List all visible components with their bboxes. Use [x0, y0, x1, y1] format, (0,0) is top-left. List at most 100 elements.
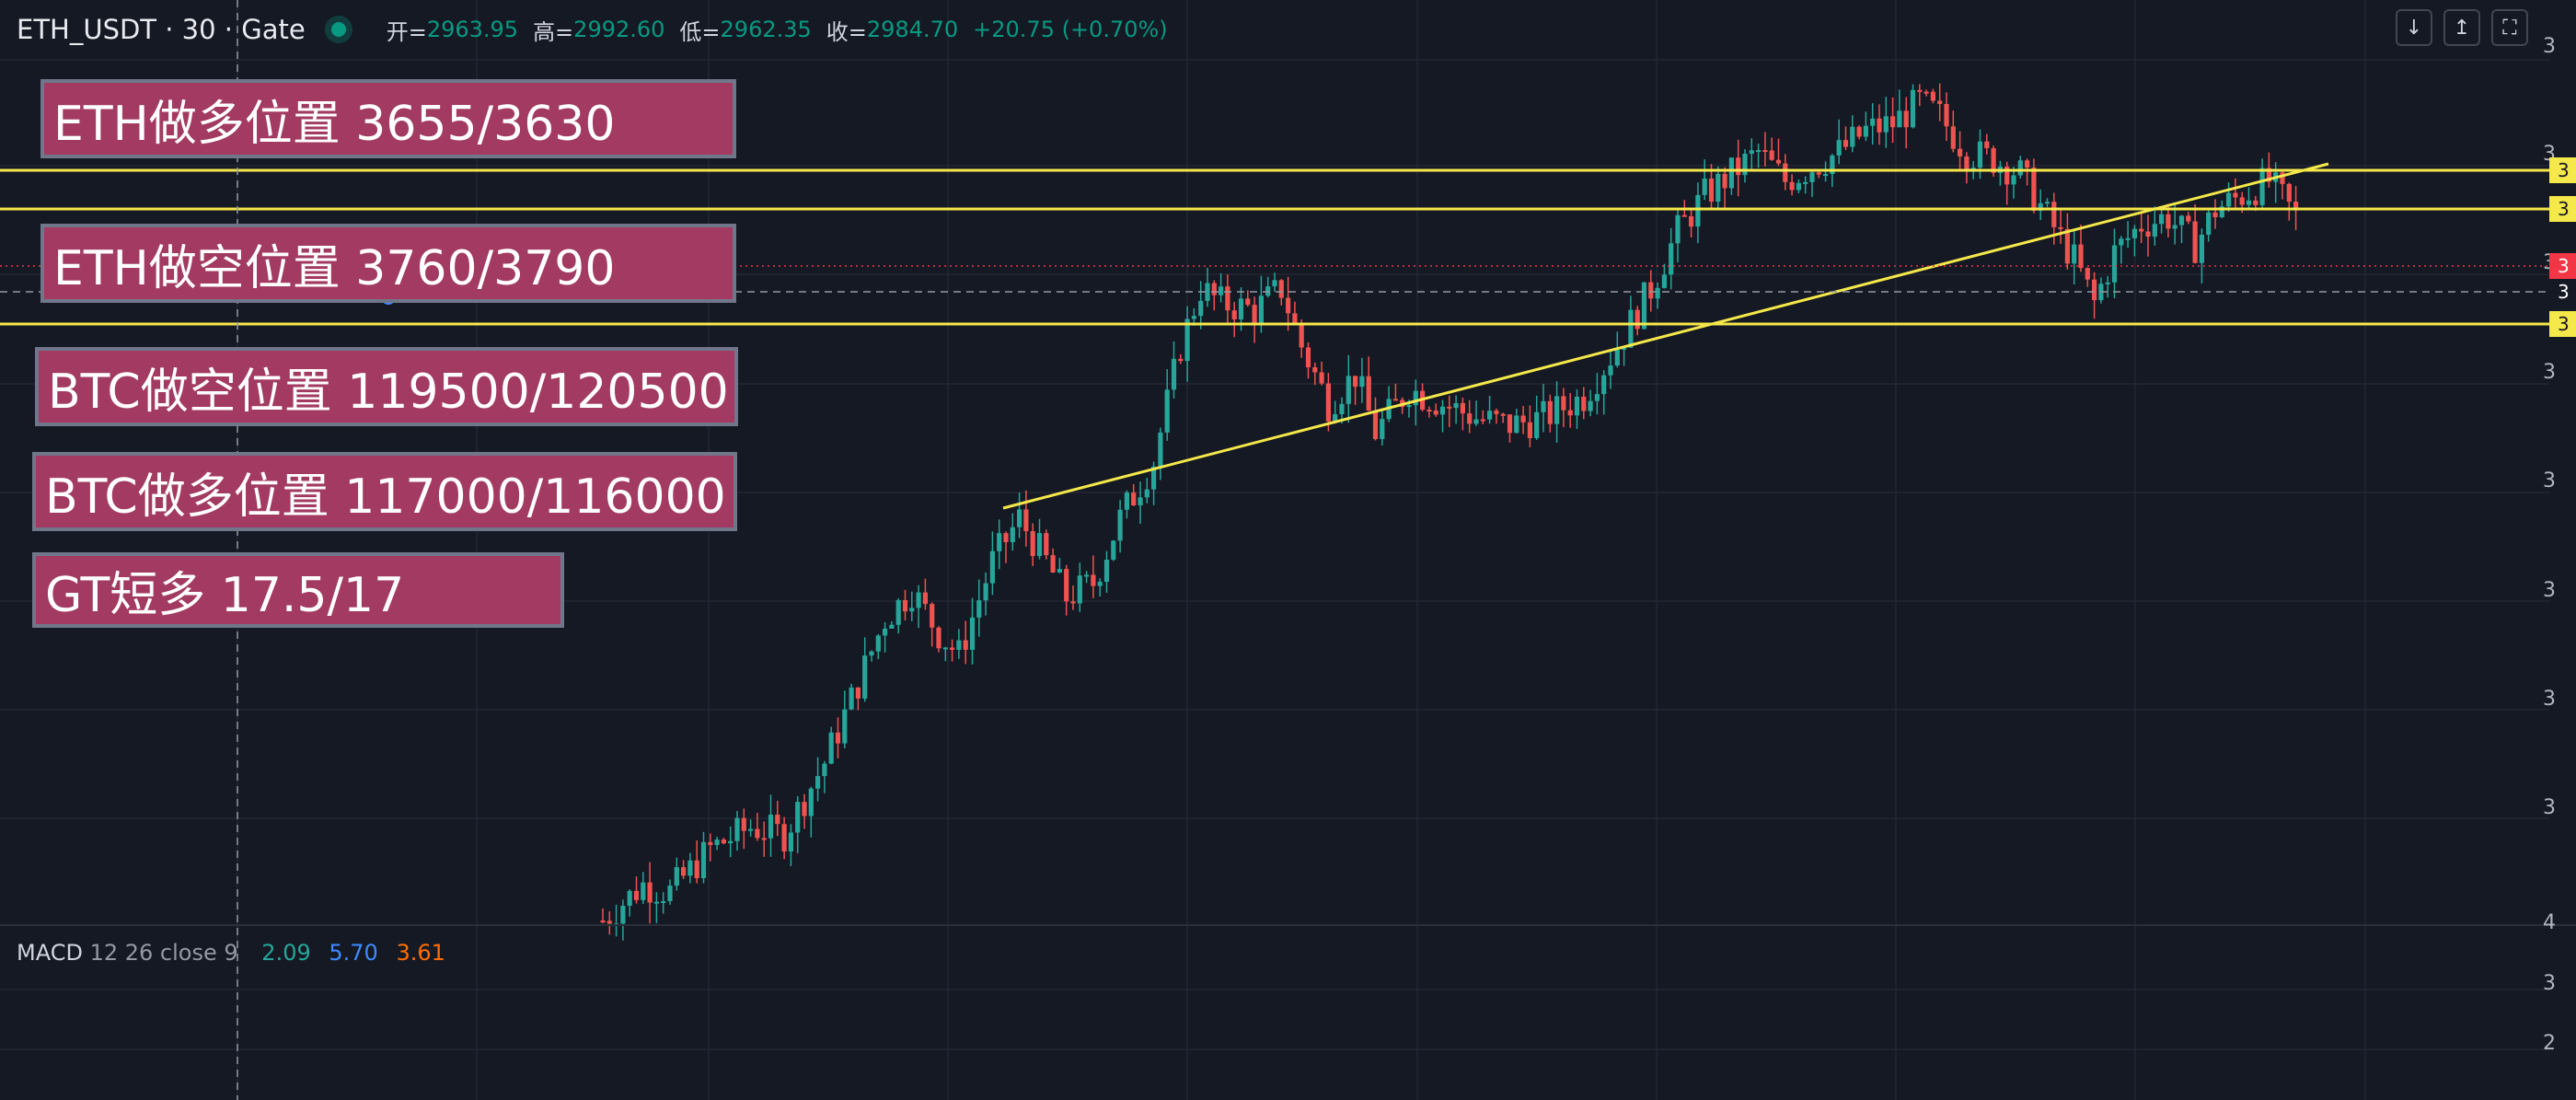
candle-body	[1581, 396, 1587, 411]
annotation-btc-long[interactable]: BTC做多位置 117000/116000	[32, 452, 737, 531]
candle-body	[1500, 413, 1506, 416]
candle-body	[681, 867, 687, 876]
annotation-btc-short[interactable]: BTC做空位置 119500/120500	[35, 347, 738, 426]
candle-body	[1541, 400, 1546, 412]
low-label: 低=	[679, 18, 721, 45]
candle-body	[1286, 297, 1291, 314]
candle-body	[942, 647, 948, 650]
candle-body	[1628, 309, 1634, 348]
candle-body	[2239, 197, 2245, 205]
candle-body	[1480, 419, 1485, 422]
candle-body	[1138, 497, 1143, 506]
candle-body	[2199, 234, 2204, 263]
candle-body	[2286, 183, 2292, 203]
open-value: 2963.95	[426, 17, 519, 42]
candle-body	[1681, 214, 1687, 217]
candle-body	[2111, 245, 2118, 283]
candle-body	[1769, 150, 1774, 160]
candle-body	[1574, 396, 1580, 416]
candle-body	[855, 687, 861, 699]
candle-body	[1023, 509, 1029, 532]
candle-body	[2105, 282, 2110, 284]
candle-body	[930, 604, 935, 628]
candle-body	[963, 640, 968, 650]
candle-body	[1010, 527, 1015, 542]
candle-body	[1728, 157, 1734, 189]
arrow-down-icon[interactable]: ↓	[2396, 9, 2432, 46]
candle-body	[1977, 141, 1983, 168]
candle-body	[1958, 148, 1963, 156]
open-label: 开=	[386, 18, 427, 45]
candle-body	[1910, 89, 1916, 128]
candle-body	[653, 901, 659, 904]
candle-body	[1164, 389, 1170, 433]
candle-body	[815, 776, 821, 789]
macd-name[interactable]: MACD	[17, 940, 83, 966]
candle-body	[1319, 372, 1324, 384]
candle-body	[2172, 225, 2177, 229]
candle-body	[1091, 574, 1096, 586]
annotation-text: BTC做空位置 119500/120500	[48, 364, 729, 420]
candle-body	[1299, 322, 1304, 348]
candle-body	[620, 905, 626, 924]
candle-body	[969, 617, 976, 650]
collapse-icon[interactable]: ↥	[2443, 9, 2480, 46]
candle-body	[976, 600, 982, 618]
candle-body	[2038, 203, 2043, 212]
candle-body	[2092, 279, 2097, 301]
fullscreen-icon[interactable]: ⛶	[2491, 9, 2528, 46]
candle-body	[922, 592, 928, 605]
candle-body	[788, 832, 793, 851]
candle-body	[728, 840, 734, 844]
candle-body	[883, 628, 888, 636]
candle-body	[2131, 228, 2137, 238]
candle-body	[1917, 89, 1923, 92]
candle-body	[1366, 376, 1371, 411]
candle-body	[1057, 569, 1062, 573]
symbol-title[interactable]: ETH_USDT · 30 · Gate	[17, 14, 306, 45]
candle-body	[1816, 172, 1821, 175]
annotation-eth-short[interactable]: ETH做空位置 3760/3790	[40, 224, 736, 303]
candle-body	[1447, 406, 1452, 409]
candle-body	[2031, 168, 2037, 212]
candle-body	[1030, 531, 1035, 557]
candle-body	[1836, 140, 1842, 156]
candle-body	[2212, 212, 2218, 217]
candle-body	[1191, 316, 1196, 319]
candle-body	[1439, 406, 1446, 415]
close-value: 2984.70	[866, 17, 959, 42]
candle-body	[936, 627, 941, 649]
candle-body	[1661, 274, 1667, 288]
candle-body	[1722, 173, 1727, 189]
candle-body	[1984, 141, 1990, 148]
candle-body	[2186, 215, 2191, 222]
candle-body	[1392, 399, 1398, 401]
candle-body	[1601, 375, 1607, 395]
candle-body	[1084, 574, 1090, 577]
candle-body	[1305, 347, 1311, 368]
candle-body	[1494, 411, 1499, 414]
candle-body	[1467, 413, 1473, 424]
candle-body	[1292, 313, 1298, 323]
candle-body	[1789, 181, 1795, 191]
candle-body	[2206, 212, 2212, 235]
candle-body	[1325, 383, 1331, 422]
annotation-eth-long[interactable]: ETH做多位置 3655/3630	[40, 79, 736, 158]
candle-body	[895, 599, 901, 625]
macd-signal-value: 5.70	[329, 940, 378, 966]
candle-body	[1783, 163, 1788, 182]
annotation-gt-long[interactable]: GT短多 17.5/17	[32, 552, 564, 628]
candle-body	[2011, 175, 2016, 185]
candle-body	[1359, 376, 1365, 388]
candle-body	[1890, 116, 1896, 128]
candle-body	[1877, 118, 1882, 133]
candle-body	[2293, 202, 2299, 211]
candle-body	[2139, 228, 2144, 232]
candle-body	[714, 839, 720, 845]
candle-body	[1064, 569, 1069, 602]
candle-body	[2051, 202, 2057, 227]
candle-body	[2178, 215, 2185, 226]
candle-body	[1003, 533, 1009, 542]
candle-body	[889, 624, 895, 629]
